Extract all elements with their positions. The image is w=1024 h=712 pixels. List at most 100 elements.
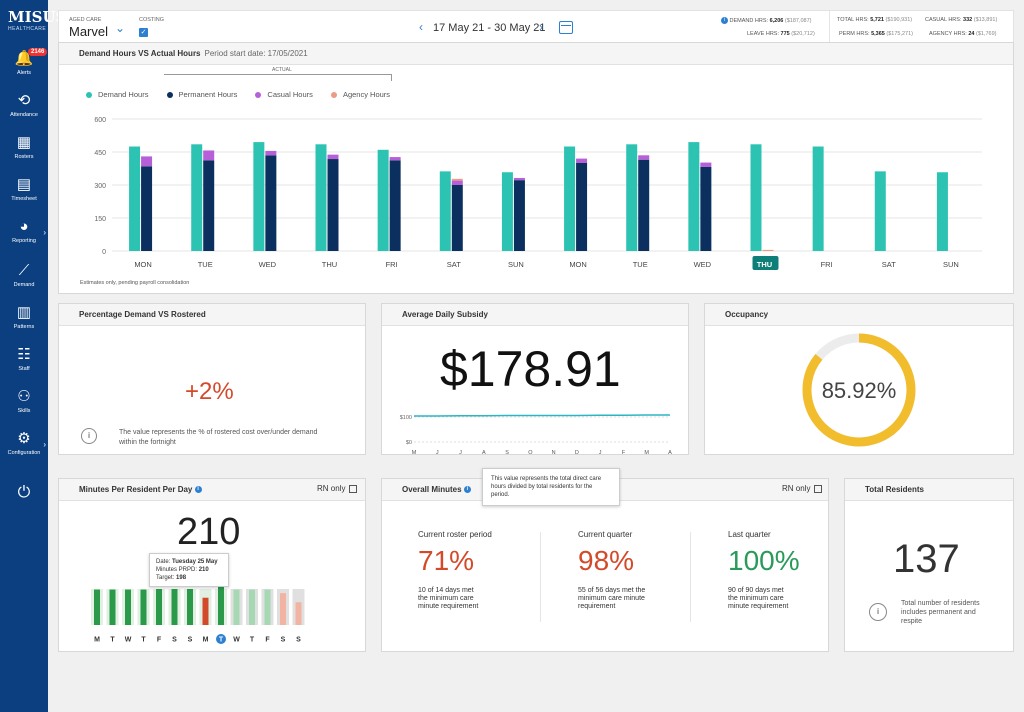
subsidy-trend-chart: $100$0M J J A S O N D J F M A bbox=[400, 414, 672, 456]
gauge-fill bbox=[802, 333, 916, 447]
bar-demand bbox=[874, 171, 886, 251]
forecast-bar bbox=[280, 593, 286, 625]
demand-hrs: i DEMAND HRS: 6,206 ($187,087) bbox=[721, 17, 811, 24]
day-label: S bbox=[296, 637, 301, 644]
calendar-icon[interactable] bbox=[559, 21, 573, 34]
sidebar-item-label: Attendance bbox=[10, 112, 38, 118]
sidebar-item-demand[interactable]: ⟋ Demand bbox=[0, 262, 48, 302]
actual-bar bbox=[218, 586, 224, 625]
x-tick-label: MON bbox=[569, 260, 587, 269]
today-marker bbox=[216, 634, 226, 644]
bar-permanent bbox=[389, 160, 401, 251]
bar-permanent bbox=[638, 159, 650, 251]
next-period-chevron-icon[interactable]: › bbox=[539, 20, 543, 34]
bar-demand bbox=[626, 144, 638, 251]
day-label: W bbox=[125, 637, 132, 644]
subsidy-line bbox=[414, 414, 670, 417]
sidebar-item-patterns[interactable]: ▥ Patterns bbox=[0, 304, 48, 344]
minutes-per-resident-panel: Minutes Per Resident Per Day i RN only 2… bbox=[58, 478, 366, 652]
sidebar-item-reporting[interactable]: ◕ Reporting › bbox=[0, 218, 48, 258]
sidebar-item-configuration[interactable]: ⚙ Configuration › bbox=[0, 430, 48, 470]
y-tick-label: 450 bbox=[94, 150, 106, 157]
sidebar-item-label: Patterns bbox=[13, 324, 35, 330]
bar-demand bbox=[688, 142, 700, 251]
pie-chart-icon: ◕ bbox=[19, 218, 29, 235]
legend-demand[interactable]: Demand Hours bbox=[86, 90, 148, 99]
info-icon[interactable]: i bbox=[869, 603, 887, 621]
bar-permanent bbox=[576, 163, 588, 251]
perm-hrs: PERM HRS: 5,365 ($175,271) bbox=[839, 31, 913, 37]
x-tick-label: SUN bbox=[508, 260, 524, 269]
x-tick-label: MON bbox=[134, 260, 152, 269]
sidebar-item-attendance[interactable]: ⟲ Attendance bbox=[0, 92, 48, 132]
x-tick-label: J bbox=[436, 450, 439, 456]
day-label: F bbox=[265, 637, 270, 644]
y-tick-label: 0 bbox=[102, 249, 106, 256]
info-icon[interactable]: i bbox=[194, 486, 202, 494]
bar-casual bbox=[203, 150, 215, 161]
legend-agency[interactable]: Agency Hours bbox=[330, 90, 390, 99]
site-select[interactable]: Marvel bbox=[69, 24, 109, 39]
sidebar-item-label: Staff bbox=[18, 366, 30, 372]
day-label: S bbox=[172, 637, 177, 644]
day-label: S bbox=[281, 637, 286, 644]
bar-permanent bbox=[700, 166, 712, 251]
line-chart-icon: ⟋ bbox=[18, 262, 30, 279]
rn-only-checkbox[interactable]: RN only bbox=[317, 484, 358, 493]
top-bar: AGED CARE Marvel ⌄ COSTING ✓ ‹ 17 May 21… bbox=[58, 10, 1014, 45]
prev-period-chevron-icon[interactable]: ‹ bbox=[419, 20, 423, 34]
info-icon[interactable]: i bbox=[81, 428, 97, 444]
power-icon: ⏻ bbox=[17, 484, 31, 501]
x-tick-label: D bbox=[575, 450, 579, 456]
calendar-icon: ▦ bbox=[16, 134, 32, 151]
period-start: Period start date: 17/05/2021 bbox=[204, 49, 308, 58]
current-quarter: Current quarter 98% 55 of 56 days met th… bbox=[578, 530, 646, 610]
day-label: M bbox=[203, 637, 209, 644]
legend-permanent[interactable]: Permanent Hours bbox=[166, 90, 237, 99]
bar-permanent bbox=[141, 166, 153, 251]
day-label: T bbox=[110, 637, 115, 644]
x-tick-label: N bbox=[552, 450, 556, 456]
bar-demand bbox=[750, 144, 762, 251]
bar-demand bbox=[936, 172, 948, 251]
divider bbox=[829, 11, 830, 45]
info-icon[interactable]: i bbox=[721, 17, 728, 24]
chevron-right-icon: › bbox=[43, 228, 46, 237]
legend-casual[interactable]: Casual Hours bbox=[255, 90, 313, 99]
bar-agency bbox=[451, 178, 463, 181]
occupancy-value: 85.92% bbox=[821, 378, 897, 403]
sidebar: MISUS HEALTHCARE 2146 🔔 Alerts ⟲ Attendance… bbox=[0, 0, 67, 712]
x-tick-label: WED bbox=[694, 260, 712, 269]
day-label: M bbox=[94, 637, 100, 644]
day-label: T bbox=[219, 637, 224, 644]
chevron-down-icon[interactable]: ⌄ bbox=[115, 21, 126, 35]
sidebar-item-timesheet[interactable]: ▤ Timesheet bbox=[0, 176, 48, 216]
x-tick-label: J bbox=[459, 450, 462, 456]
costing-checkbox[interactable]: ✓ bbox=[139, 28, 148, 37]
sidebar-item-staff[interactable]: ☷ Staff bbox=[0, 346, 48, 386]
pct-value: +2% bbox=[185, 378, 234, 405]
leave-hrs: LEAVE HRS: 775 ($20,712) bbox=[747, 31, 815, 37]
day-tooltip: Date: Tuesday 25 May Minutes PRPD: 210 T… bbox=[149, 553, 229, 587]
bar-demand bbox=[191, 144, 203, 251]
chart-legend: Demand Hours Permanent Hours Casual Hour… bbox=[86, 90, 406, 99]
info-icon[interactable]: i bbox=[463, 486, 471, 494]
occupancy-panel: Occupancy 85.92% bbox=[704, 303, 1014, 455]
logo-mark: MISUS bbox=[8, 8, 67, 26]
sidebar-item-rosters[interactable]: ▦ Rosters bbox=[0, 134, 48, 174]
app-logo[interactable]: MISUS HEALTHCARE bbox=[8, 8, 67, 40]
bar-demand bbox=[564, 146, 576, 251]
today-highlight bbox=[752, 256, 779, 270]
bar-permanent bbox=[513, 180, 525, 251]
actual-bar bbox=[156, 589, 162, 625]
total-hrs: TOTAL HRS: 5,721 ($190,931) bbox=[837, 17, 913, 23]
bar-agency bbox=[762, 249, 774, 251]
bar-casual bbox=[513, 177, 525, 181]
sidebar-item-alerts[interactable]: 🔔 Alerts bbox=[0, 50, 48, 90]
x-tick-label: M bbox=[412, 450, 417, 456]
sidebar-item-skills[interactable]: ⚇ Skills bbox=[0, 388, 48, 428]
demand-vs-actual-panel: Demand Hours VS Actual Hours Period start… bbox=[58, 42, 1014, 294]
logout-button[interactable]: ⏻ bbox=[0, 484, 48, 524]
rn-only-checkbox[interactable]: RN only bbox=[782, 484, 823, 493]
